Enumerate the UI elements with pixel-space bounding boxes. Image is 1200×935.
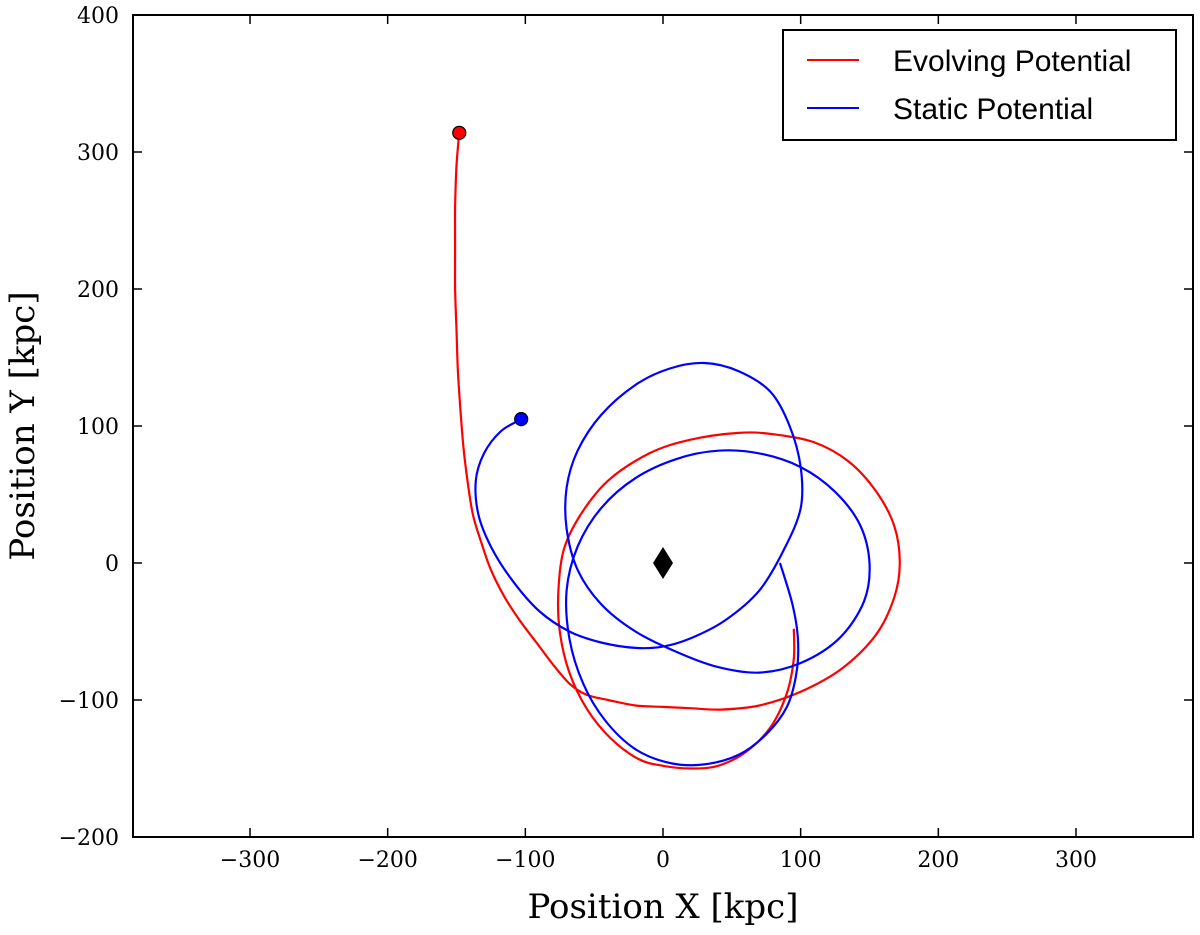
center-diamond-marker — [653, 547, 673, 579]
tick-marks — [133, 15, 1193, 837]
x-tick-label: −200 — [357, 848, 417, 873]
legend-label-evolving: Evolving Potential — [893, 45, 1131, 78]
x-tick-label: −100 — [495, 848, 555, 873]
x-axis-label: Position X [kpc] — [528, 887, 799, 927]
start-marker-evolving-potential — [452, 125, 467, 140]
x-tick-label: 0 — [656, 848, 670, 873]
y-tick-label: 0 — [105, 552, 119, 577]
y-tick-label: −100 — [59, 689, 119, 714]
series-line-evolving-potential — [453, 132, 901, 770]
start-marker-static-potential — [514, 412, 529, 427]
x-tick-label: −300 — [220, 848, 280, 873]
x-tick-label: 100 — [780, 848, 822, 873]
x-tick-label: 200 — [917, 848, 959, 873]
y-tick-label: 100 — [77, 415, 119, 440]
legend-box — [782, 29, 1177, 141]
y-axis-label: Position Y [kpc] — [3, 291, 43, 560]
x-tick-label: 300 — [1055, 848, 1097, 873]
legend-label-static: Static Potential — [893, 93, 1093, 126]
y-tick-label: 400 — [77, 4, 119, 29]
y-tick-label: 300 — [77, 141, 119, 166]
tick-labels: −300 −200 −100 0 100 200 300 −200 −100 0 100 200 300… — [59, 4, 1097, 873]
y-tick-label: 200 — [77, 278, 119, 303]
legend: Evolving Potential Static Potential — [782, 29, 1177, 141]
y-tick-label: −200 — [59, 826, 119, 851]
series-line-static-potential — [474, 361, 871, 767]
plot-content — [452, 125, 901, 770]
